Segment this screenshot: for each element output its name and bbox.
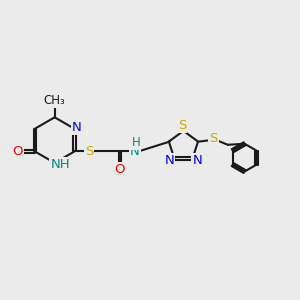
Text: O: O	[115, 163, 125, 176]
Text: H: H	[132, 136, 140, 149]
Text: N: N	[72, 121, 82, 134]
Text: N: N	[130, 145, 140, 158]
Text: CH₃: CH₃	[44, 94, 65, 107]
Text: S: S	[85, 145, 93, 158]
Text: N: N	[165, 154, 174, 167]
Text: O: O	[12, 145, 23, 158]
Text: N: N	[193, 154, 202, 167]
Text: S: S	[178, 119, 186, 132]
Text: NH: NH	[50, 158, 70, 171]
Text: S: S	[209, 132, 218, 145]
